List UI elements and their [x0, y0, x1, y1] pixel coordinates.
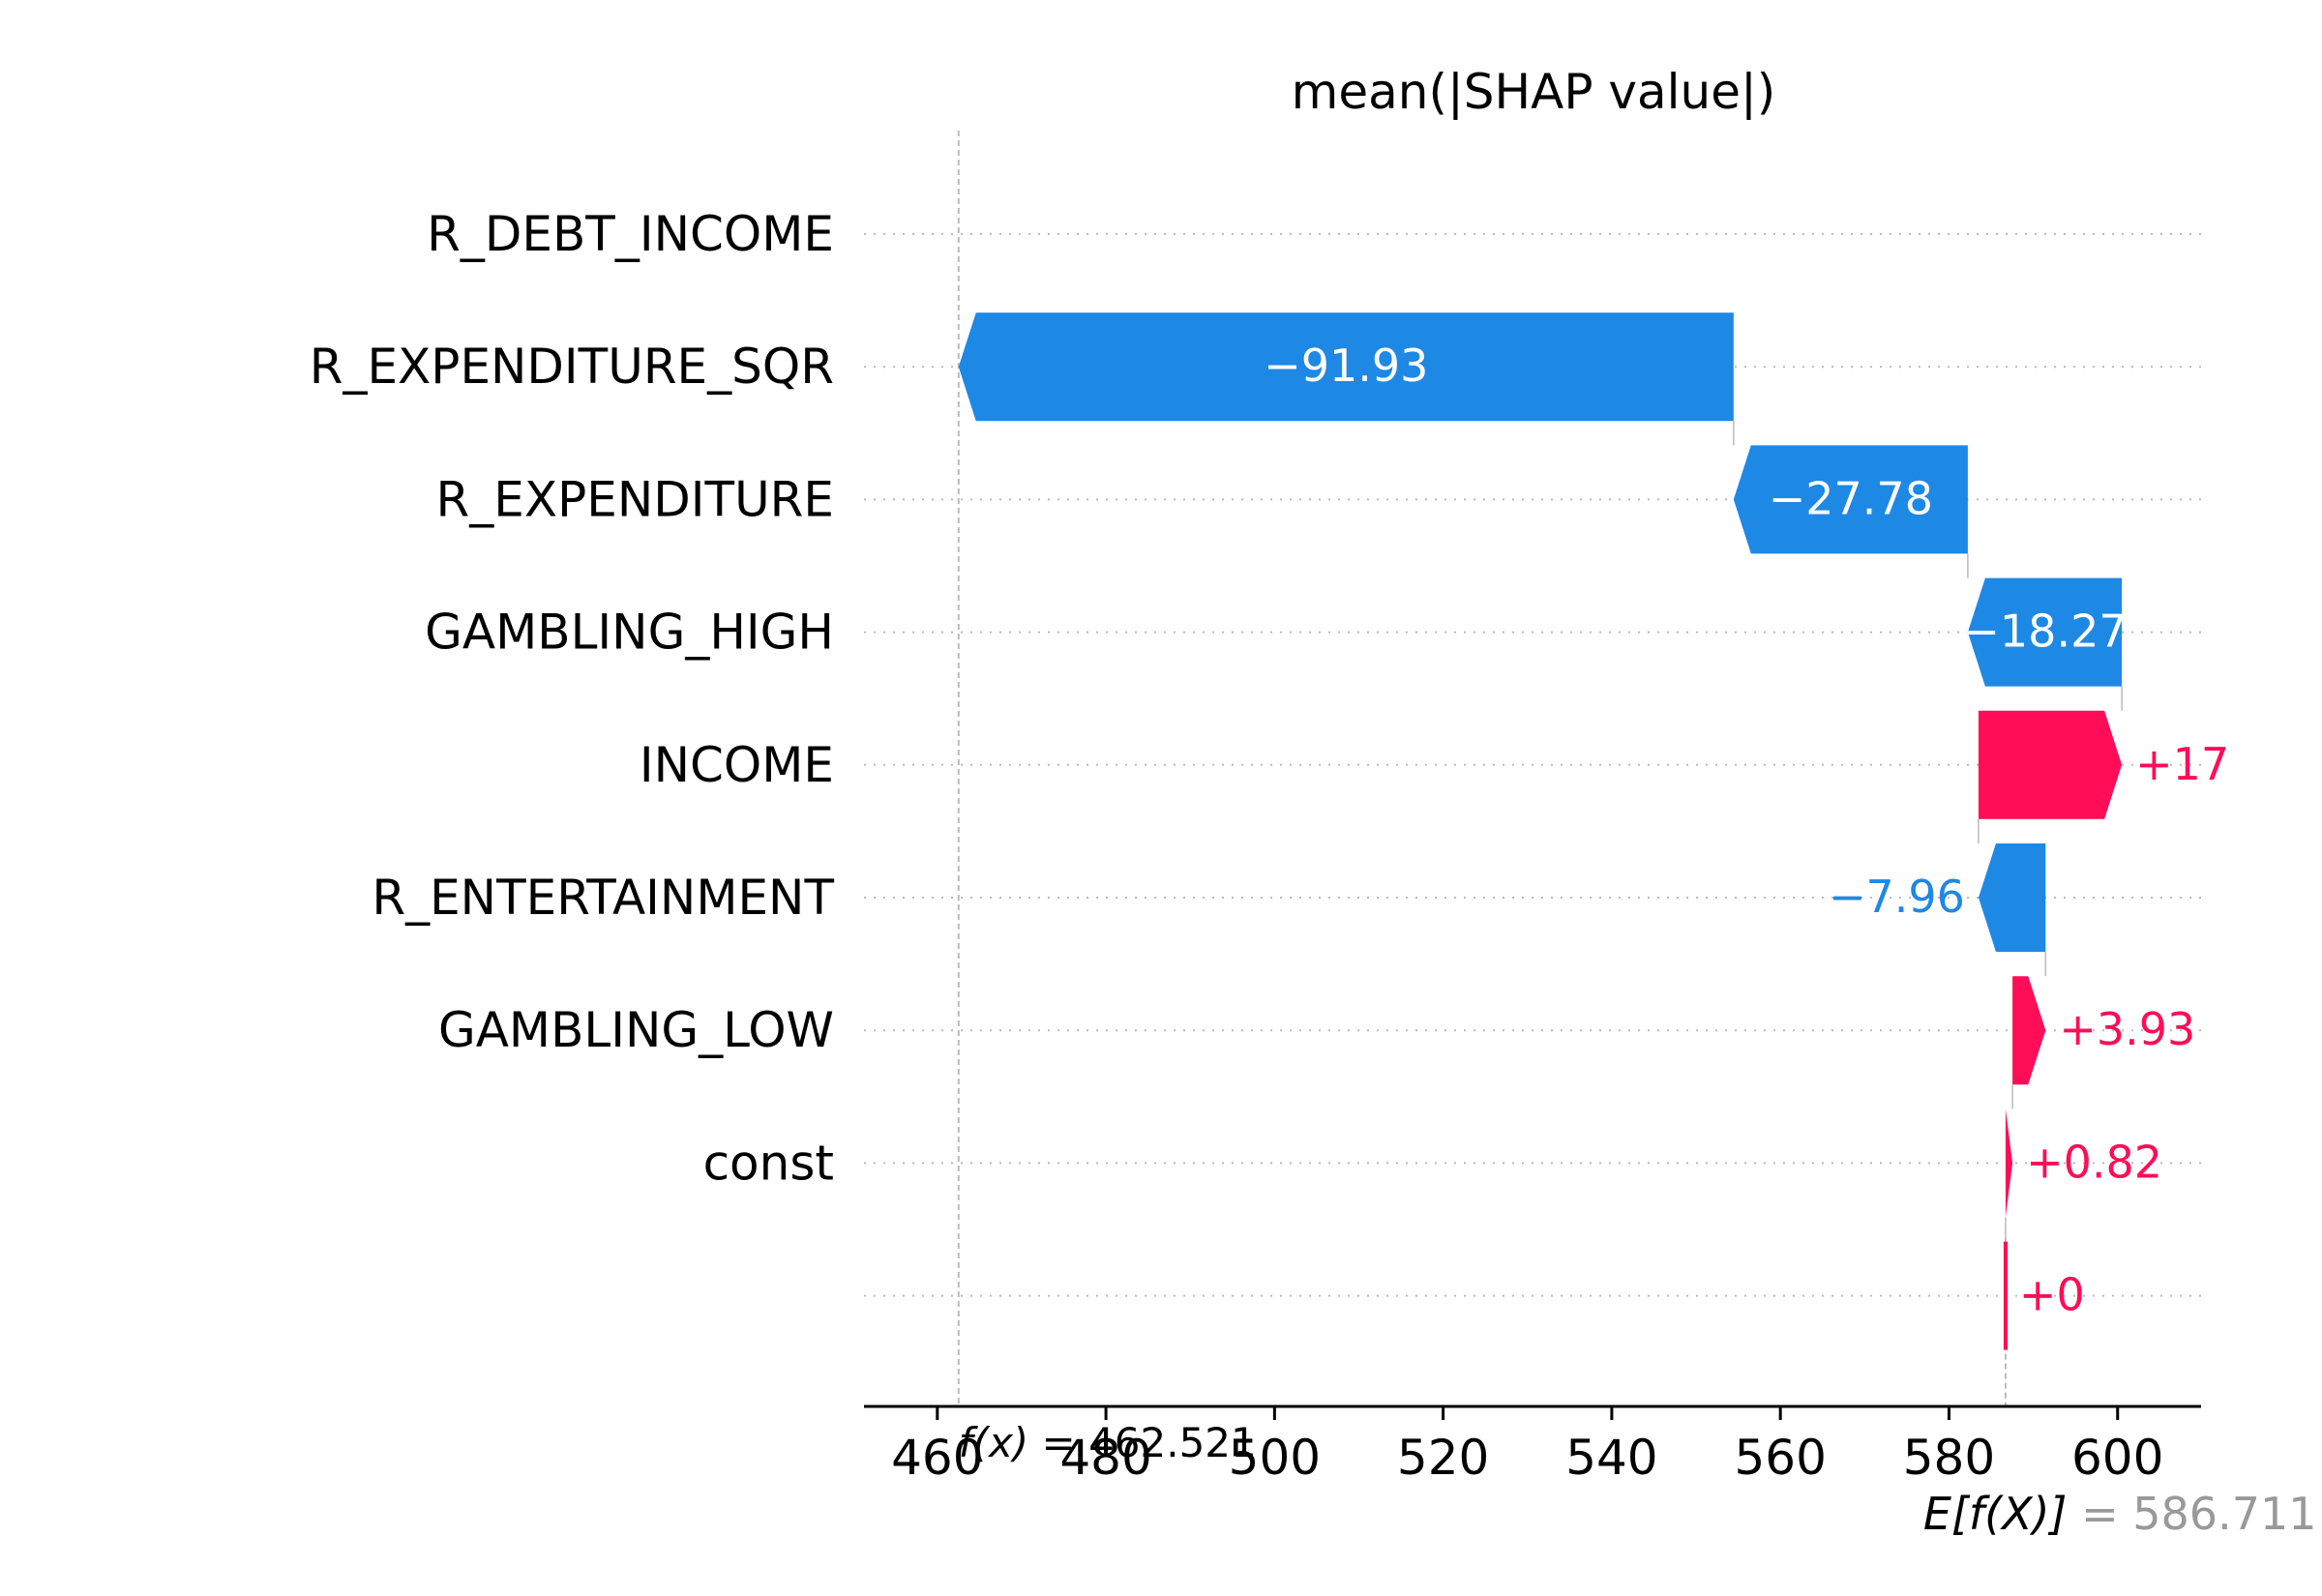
- fx-label: f(x) = 462.521: [959, 1419, 1257, 1466]
- value-label: −27.78: [1769, 472, 1933, 524]
- value-label: +0.82: [2026, 1136, 2162, 1188]
- x-tick-label: 600: [2071, 1430, 2163, 1486]
- bars: −91.93 −27.78 −18.27 +17 −7.96 +3.93 +0.82 +0: [958, 312, 2229, 1350]
- bar-gambling_low: [2012, 976, 2046, 1085]
- x-tick-label: 560: [1734, 1430, 1826, 1486]
- bar-baseline: [2003, 1241, 2008, 1350]
- x-tick-label: 480: [1059, 1430, 1151, 1486]
- annotations: f(x) = 462.521 E[f(X)] = 586.711: [959, 1419, 2317, 1540]
- ex-label: E[f(X)] = 586.711: [1923, 1488, 2317, 1540]
- value-label: −18.27: [1962, 606, 2127, 658]
- bar-gambling_high: [1967, 577, 2123, 687]
- x-tick-label: 460: [891, 1430, 983, 1486]
- x-axis: 460 480 500 520 540 560 580 600: [864, 1404, 2201, 1486]
- feature-label: INCOME: [640, 737, 834, 793]
- bar-r_expenditure: [1733, 445, 1968, 554]
- feature-label: R_DEBT_INCOME: [427, 206, 834, 262]
- bar-r_expenditure_sqr: [958, 312, 1734, 422]
- feature-label: R_ENTERTAINMENT: [372, 870, 834, 926]
- x-tick-label: 500: [1229, 1430, 1321, 1486]
- feature-label: const: [703, 1135, 834, 1191]
- bar-r_entertainment: [1978, 843, 2046, 952]
- feature-label: GAMBLING_HIGH: [425, 605, 834, 661]
- value-label: +0: [2019, 1269, 2085, 1321]
- value-label: +3.93: [2059, 1003, 2195, 1055]
- bar-income: [1978, 710, 2123, 819]
- bar-const: [2005, 1108, 2013, 1218]
- value-label: +17: [2135, 738, 2229, 790]
- x-tick-label: 520: [1397, 1430, 1489, 1486]
- value-label: −91.93: [1264, 340, 1428, 392]
- chart-title: mean(|SHAP value|): [1292, 64, 1776, 120]
- feature-labels: R_DEBT_INCOME R_EXPENDITURE_SQR R_EXPENDIT…: [310, 206, 835, 1191]
- x-tick-label: 580: [1903, 1430, 1995, 1486]
- reference-lines: [957, 131, 2123, 1406]
- x-tick-label: 540: [1565, 1430, 1657, 1486]
- feature-label: R_EXPENDITURE: [436, 471, 834, 527]
- feature-label: GAMBLING_LOW: [438, 1002, 834, 1058]
- feature-label: R_EXPENDITURE_SQR: [310, 339, 834, 395]
- value-label: −7.96: [1829, 871, 1965, 923]
